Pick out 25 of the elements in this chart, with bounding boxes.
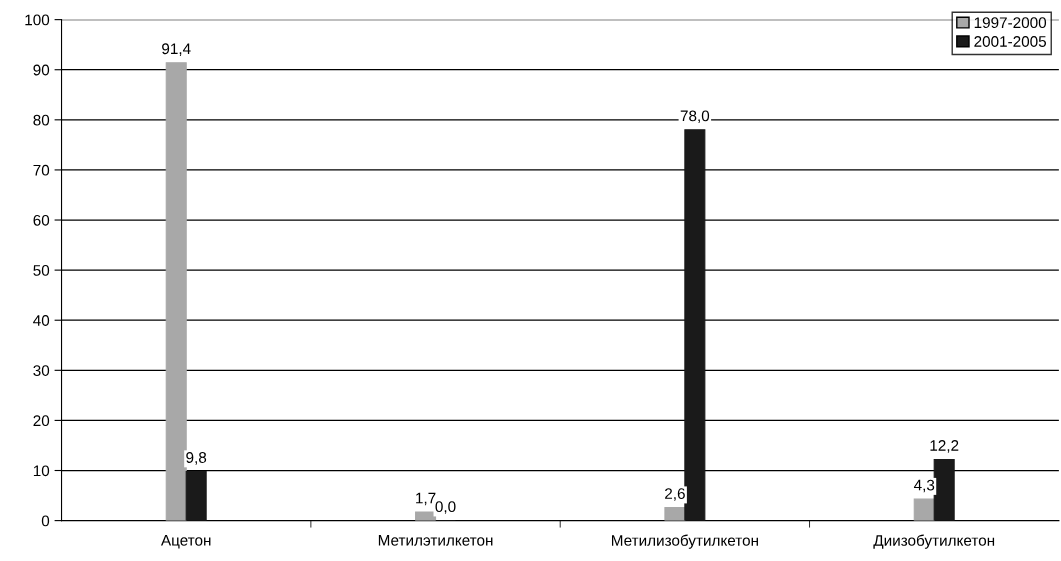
data-label: 4,3 <box>913 479 935 493</box>
legend-label: 1997-2000 <box>974 17 1047 29</box>
y-tick-label: 90 <box>33 64 50 76</box>
y-tick-label: 100 <box>25 14 50 26</box>
legend-label: 2001-2005 <box>974 36 1047 47</box>
y-tick-label: 60 <box>33 214 50 226</box>
y-tick-label: 0 <box>41 515 50 527</box>
data-label: 12,2 <box>930 440 959 453</box>
x-tick-label: Ацетон <box>160 535 211 549</box>
x-tick-label: Метилизобутилкетон <box>611 534 758 549</box>
data-label: 78,0 <box>680 110 710 124</box>
data-label: 0,0 <box>435 501 456 514</box>
data-label: 2,6 <box>665 488 685 501</box>
y-tick-label: 40 <box>33 315 50 326</box>
data-label: 1,7 <box>416 492 436 506</box>
x-tick-label: Диизобутилкетон <box>873 534 995 549</box>
data-label: 9,8 <box>186 452 207 465</box>
y-tick-label: 10 <box>33 465 50 477</box>
data-label: 91,4 <box>162 43 191 56</box>
y-tick-label: 20 <box>33 415 50 427</box>
y-tick-label: 80 <box>33 114 50 126</box>
y-tick-label: 50 <box>33 264 50 276</box>
y-tick-label: 70 <box>33 164 50 176</box>
y-tick-label: 30 <box>33 365 50 376</box>
x-tick-label: Метилэтилкетон <box>378 535 493 546</box>
